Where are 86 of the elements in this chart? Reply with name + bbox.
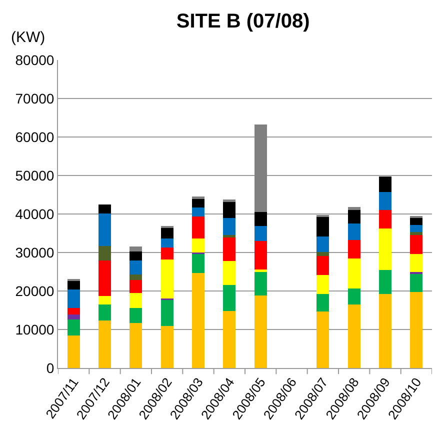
bar <box>379 294 392 368</box>
bar <box>98 214 111 246</box>
bar <box>223 202 236 218</box>
bar <box>316 294 330 312</box>
bar <box>316 274 330 294</box>
bar <box>130 260 142 274</box>
y-tick-label: 30000 <box>15 244 54 260</box>
bar <box>223 218 236 235</box>
bar <box>316 236 330 252</box>
bar <box>410 273 423 292</box>
bar <box>316 311 330 368</box>
bar <box>192 238 204 252</box>
bar <box>348 304 360 368</box>
bar <box>98 320 111 368</box>
bar <box>348 210 360 224</box>
y-tick-label: 40000 <box>15 206 54 222</box>
bar <box>192 207 204 217</box>
bar <box>160 248 174 260</box>
bar <box>348 240 360 258</box>
bar <box>98 296 111 304</box>
bar <box>316 252 330 256</box>
bar <box>223 199 236 202</box>
bar <box>67 319 80 336</box>
bar <box>223 284 236 312</box>
bar <box>192 272 204 368</box>
y-axis-title: (KW) <box>11 29 46 46</box>
bar <box>130 246 142 252</box>
bar <box>254 296 267 368</box>
y-tick-label: 10000 <box>15 321 54 338</box>
bar <box>254 124 267 212</box>
bar <box>254 271 267 296</box>
bar <box>379 270 392 294</box>
bar <box>67 308 80 314</box>
bar <box>98 260 111 296</box>
bar <box>379 228 392 270</box>
bar <box>67 289 80 308</box>
bar <box>67 280 80 290</box>
bar <box>410 234 423 254</box>
bar <box>410 232 423 235</box>
chart-title: SITE B (07/08) <box>176 10 310 32</box>
bar <box>223 311 236 368</box>
bar <box>223 234 236 238</box>
bar <box>379 176 392 192</box>
bar <box>223 260 236 285</box>
bar <box>316 216 330 237</box>
bar <box>410 254 423 272</box>
bar <box>379 192 392 210</box>
bar <box>67 314 80 320</box>
bar <box>254 226 267 241</box>
bar <box>160 238 174 248</box>
bar <box>130 274 142 280</box>
bar <box>160 326 174 368</box>
y-tick-label: 80000 <box>15 52 54 68</box>
y-tick-label: 60000 <box>15 128 54 145</box>
bar <box>130 308 142 323</box>
bar <box>160 227 174 239</box>
y-tick-label: 70000 <box>15 90 54 106</box>
bar <box>130 292 142 308</box>
bar <box>192 254 204 273</box>
bar <box>192 216 204 239</box>
bar <box>254 240 267 270</box>
bar <box>98 246 111 261</box>
bar <box>130 251 142 261</box>
bar <box>410 292 423 368</box>
bar <box>254 269 267 272</box>
bar <box>316 256 330 275</box>
bar <box>348 224 360 240</box>
bar <box>410 218 423 226</box>
bar <box>98 304 111 321</box>
bar <box>160 259 174 299</box>
y-tick-label: 50000 <box>15 167 54 184</box>
bar <box>410 225 423 232</box>
bar <box>348 207 360 210</box>
y-tick-label: 0 <box>46 360 54 376</box>
bar <box>67 336 80 368</box>
bar <box>192 198 204 208</box>
bar <box>348 258 360 288</box>
bar <box>254 212 267 226</box>
bar <box>223 237 236 261</box>
bar <box>130 280 142 293</box>
y-tick-label: 20000 <box>15 282 54 299</box>
bar <box>379 210 392 229</box>
bar <box>130 322 142 368</box>
bar <box>160 299 174 326</box>
bar <box>98 204 111 214</box>
bar <box>348 288 360 304</box>
